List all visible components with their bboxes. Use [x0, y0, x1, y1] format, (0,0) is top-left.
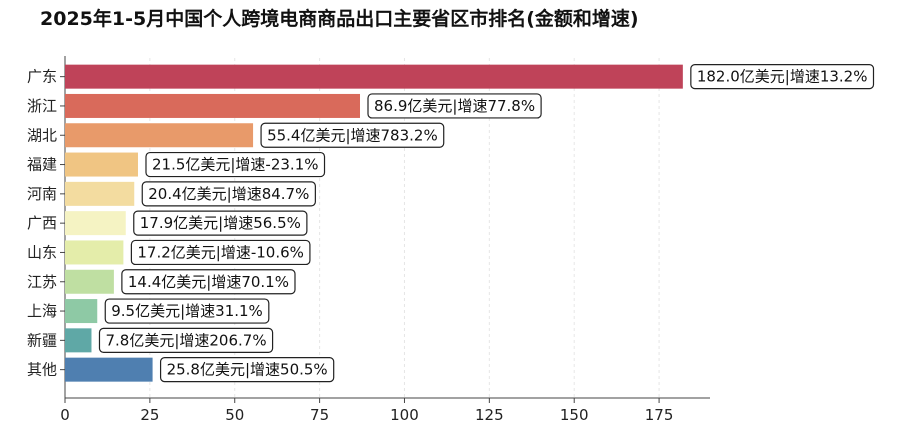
- data-label-box: [367, 93, 542, 119]
- bar: [65, 240, 124, 265]
- data-label: 21.5亿美元|增速-23.1%: [145, 151, 326, 178]
- bar: [65, 299, 98, 324]
- data-label: 55.4亿美元|增速783.2%: [260, 122, 445, 148]
- category-label: 新疆: [27, 331, 57, 349]
- category-label: 山东: [27, 243, 57, 261]
- data-label-box: [690, 64, 875, 90]
- category-label: 广西: [27, 214, 57, 232]
- x-tick-label: 150: [560, 406, 589, 424]
- category-label: 上海: [27, 302, 57, 320]
- data-label-box: [133, 210, 308, 236]
- data-label-text: 86.9亿美元|增速77.8%: [374, 97, 535, 115]
- data-label-text: 182.0亿美元|增速13.2%: [697, 68, 868, 86]
- x-tick-label: 100: [390, 406, 419, 424]
- x-tick-label: 50: [225, 406, 244, 424]
- data-label-text: 17.9亿美元|增速56.5%: [140, 214, 301, 232]
- bar: [65, 269, 114, 294]
- data-label: 17.2亿美元|增速-10.6%: [130, 239, 311, 266]
- category-label: 福建: [27, 156, 57, 174]
- data-label-box: [145, 151, 326, 178]
- data-label-text: 7.8亿美元|增速206.7%: [105, 331, 266, 349]
- data-label-text: 55.4亿美元|增速783.2%: [267, 126, 438, 144]
- data-label-box: [104, 298, 270, 324]
- category-label: 湖北: [27, 126, 57, 144]
- bar: [65, 357, 153, 382]
- category-label: 浙江: [27, 97, 57, 115]
- data-label-box: [98, 327, 274, 353]
- data-label-text: 25.8亿美元|增速50.5%: [167, 361, 328, 379]
- data-label-text: 21.5亿美元|增速-23.1%: [152, 156, 319, 174]
- x-tick-label: 175: [645, 406, 674, 424]
- bar: [65, 181, 135, 206]
- data-label-box: [130, 239, 311, 266]
- category-label: 广东: [27, 68, 57, 86]
- data-label: 25.8亿美元|增速50.5%: [159, 357, 335, 383]
- data-label-box: [141, 181, 316, 207]
- bar: [65, 328, 92, 353]
- category-label: 河南: [27, 185, 57, 203]
- data-label: 14.4亿美元|增速70.1%: [121, 269, 296, 295]
- x-tick-label: 0: [60, 406, 70, 424]
- data-label-box: [121, 269, 296, 295]
- data-label: 9.5亿美元|增速31.1%: [104, 298, 270, 324]
- bar: [65, 123, 254, 148]
- category-label: 其他: [27, 361, 57, 379]
- data-label: 20.4亿美元|增速84.7%: [141, 181, 316, 207]
- bar: [65, 64, 683, 89]
- data-label-text: 14.4亿美元|增速70.1%: [128, 273, 289, 291]
- data-label: 17.9亿美元|增速56.5%: [133, 210, 308, 236]
- x-tick-label: 125: [475, 406, 504, 424]
- data-label-text: 20.4亿美元|增速84.7%: [148, 185, 309, 203]
- bar: [65, 152, 138, 177]
- data-label-text: 17.2亿美元|增速-10.6%: [137, 243, 304, 261]
- x-tick-label: 75: [310, 406, 329, 424]
- bar: [65, 211, 126, 236]
- chart-title: 2025年1-5月中国个人跨境电商商品出口主要省区市排名(金额和增速): [40, 8, 639, 30]
- x-tick-label: 25: [140, 406, 159, 424]
- bar: [65, 93, 361, 118]
- data-label: 86.9亿美元|增速77.8%: [367, 93, 542, 119]
- data-label-box: [159, 357, 335, 383]
- data-label-box: [260, 122, 445, 148]
- category-label: 江苏: [27, 273, 57, 291]
- data-label: 182.0亿美元|增速13.2%: [690, 64, 875, 90]
- data-label-text: 9.5亿美元|增速31.1%: [111, 302, 263, 320]
- data-label: 7.8亿美元|增速206.7%: [98, 327, 274, 353]
